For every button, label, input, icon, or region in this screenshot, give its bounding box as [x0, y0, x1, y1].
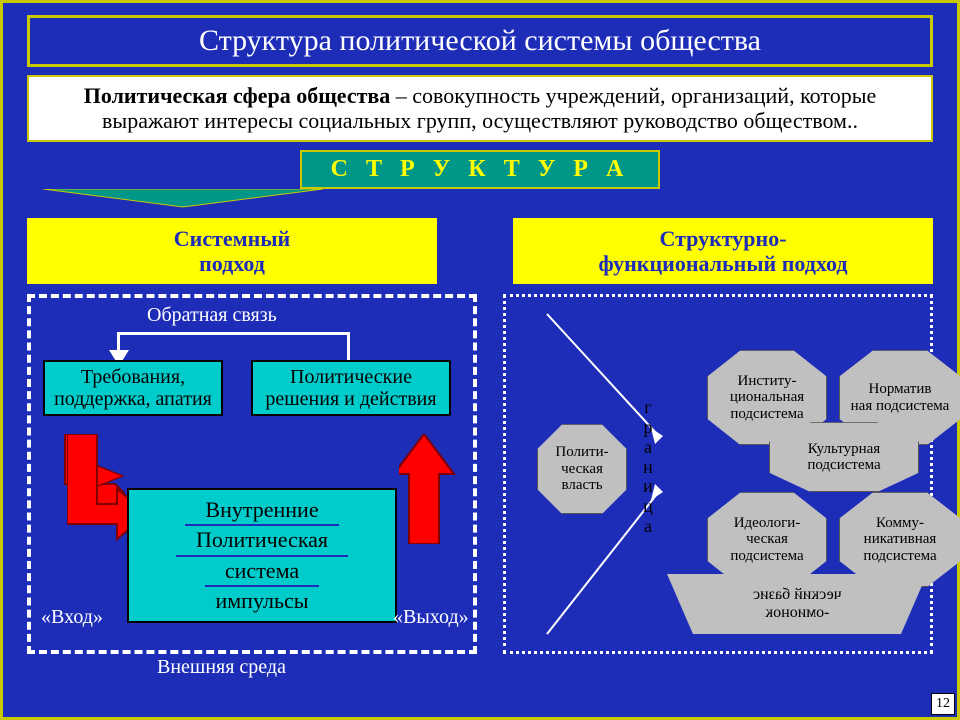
feedback-line-v2 — [347, 332, 350, 360]
output-label: «Выход» — [393, 606, 469, 629]
sys-line-2: система — [205, 557, 319, 587]
political-system-box: Внутренние Политическая система импульсы — [127, 488, 397, 623]
hex-power: Полити-ческая власть — [537, 424, 627, 514]
sys-line-0: Внутренние — [185, 496, 338, 526]
slide-number: 12 — [931, 693, 955, 715]
definition-box: Политическая сфера общества – совокупнос… — [27, 75, 933, 142]
structure-label: С Т Р У К Т У Р А — [300, 150, 660, 189]
input-label: «Вход» — [41, 606, 103, 629]
sys-line-1: Политическая — [176, 526, 348, 556]
slide-title: Структура политической системы общества — [27, 15, 933, 67]
definition-bold: Политическая сфера общества — [84, 83, 391, 108]
bottom-trapezoid-text: ческий базис-омионок — [753, 586, 842, 622]
approach-structural: Структурно-функциональный подход — [513, 218, 933, 285]
bottom-trapezoid: ческий базис-омионок — [667, 574, 927, 634]
sys-line-3: импульсы — [195, 587, 328, 615]
decisions-box: Политические решения и действия — [251, 360, 451, 416]
environment-label: Внешняя среда — [157, 656, 286, 679]
demands-box: Требования, поддержка, апатия — [43, 360, 223, 416]
approach-row: Системныйподход Структурно-функциональны… — [27, 218, 933, 285]
approach-system: Системныйподход — [27, 218, 437, 285]
feedback-label: Обратная связь — [147, 304, 277, 327]
granitsa-label: граница — [639, 398, 657, 537]
hex-cultural: Культурная подсистема — [769, 422, 919, 492]
feedback-line — [117, 332, 347, 335]
diagram-area: Обратная связь Требования, поддержка, ап… — [27, 294, 933, 664]
hex-ideological: Идеологи-ческая подсистема — [707, 492, 827, 587]
chevron-down-icon — [3, 189, 363, 209]
arrow-out-icon — [399, 434, 459, 544]
hex-communicative: Комму-никативная подсистема — [839, 492, 960, 587]
